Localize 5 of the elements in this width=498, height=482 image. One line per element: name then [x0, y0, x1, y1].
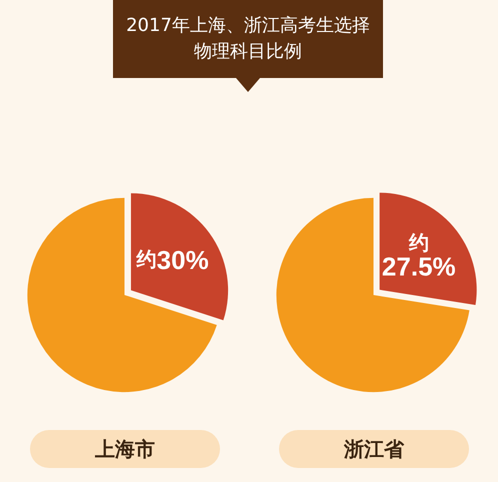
chart-title: 2017年上海、浙江高考生选择物理科目比例: [113, 0, 383, 78]
data-label: 约30%: [136, 244, 209, 275]
data-label: 约 27.5%: [382, 232, 456, 282]
text: 浙江省: [279, 430, 469, 468]
text: 上海市: [30, 430, 220, 468]
